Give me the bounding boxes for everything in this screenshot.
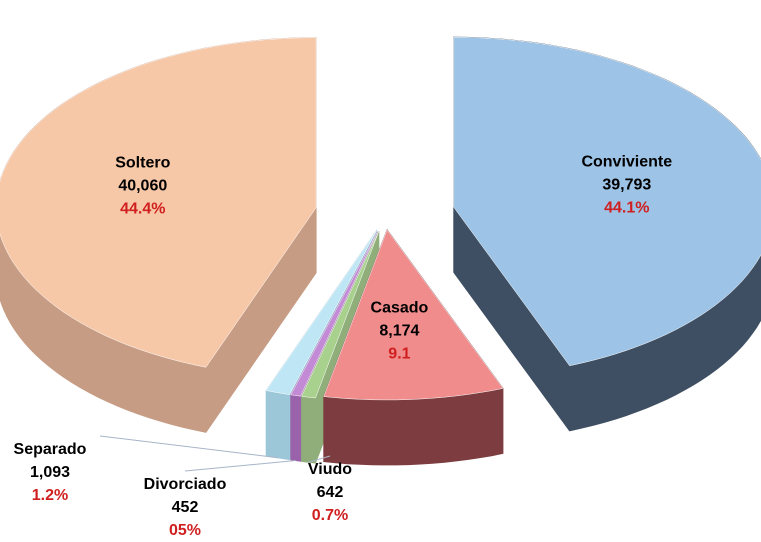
category-label: Soltero bbox=[115, 155, 170, 172]
leader-line bbox=[99, 435, 278, 459]
slice-top bbox=[0, 37, 317, 368]
value-label: 39,793 bbox=[602, 176, 651, 193]
category-label: Conviviente bbox=[581, 153, 672, 170]
percent-label: 44.1% bbox=[604, 199, 649, 216]
slice-top bbox=[301, 231, 380, 399]
slice-top bbox=[265, 230, 377, 395]
leader-line bbox=[308, 455, 331, 463]
value-label: 8,174 bbox=[379, 322, 419, 339]
category-label: Viudo bbox=[308, 461, 352, 478]
value-label: 642 bbox=[317, 484, 344, 501]
category-label: Separado bbox=[14, 441, 87, 458]
slice-top bbox=[453, 37, 761, 367]
percent-label: 1.2% bbox=[32, 487, 68, 504]
category-label: Divorciado bbox=[144, 476, 227, 493]
percent-label: 05% bbox=[169, 522, 201, 539]
percent-label: 9.1 bbox=[388, 345, 410, 362]
leader-line bbox=[184, 460, 296, 472]
value-label: 40,060 bbox=[118, 178, 167, 195]
category-label: Casado bbox=[371, 299, 429, 316]
value-label: 1,093 bbox=[30, 464, 70, 481]
slice-top bbox=[323, 229, 504, 401]
value-label: 452 bbox=[172, 499, 199, 516]
percent-label: 0.7% bbox=[312, 507, 348, 524]
percent-label: 44.4% bbox=[120, 201, 165, 218]
slice-top bbox=[290, 231, 379, 397]
